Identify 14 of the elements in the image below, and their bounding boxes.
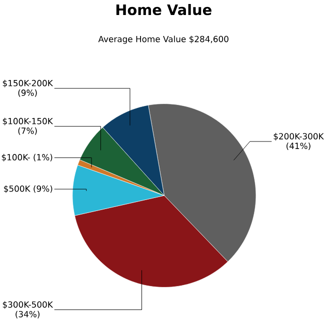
data-label: (34%) [16,311,40,319]
slice-label: $100K-150K [2,118,54,126]
slice-label: $100K- [2,154,30,162]
data-label: (7%) [18,128,37,136]
slice-label: $150K-200K [2,80,54,88]
data-label: (9%) [34,186,52,194]
slice-label: $500K [4,186,30,194]
data-label: (1%) [34,154,52,162]
slice-label: $300K-500K [2,301,54,310]
data-label: (9%) [18,90,37,98]
slice-label: $200K-300K [274,133,324,141]
data-label: (41%) [286,142,310,150]
chart-subtitle: Average Home Value $284,600 [98,36,228,44]
chart-title: Home Value [116,4,212,16]
